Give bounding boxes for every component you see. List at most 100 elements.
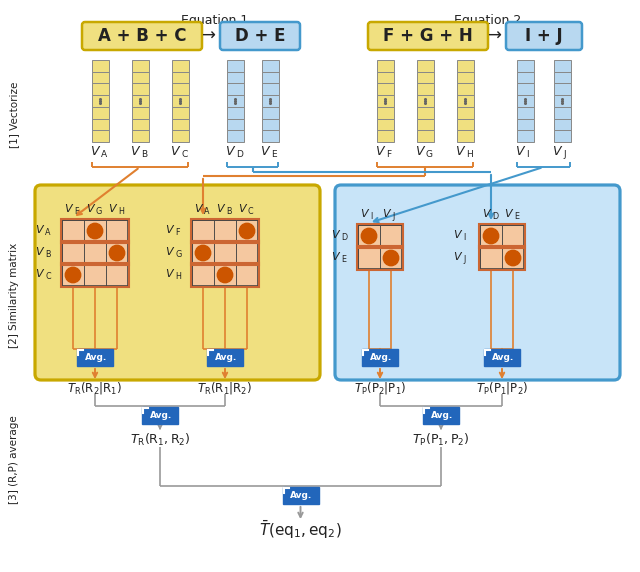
- Bar: [62, 220, 128, 242]
- Text: V: V: [376, 145, 384, 158]
- Bar: [456, 72, 474, 84]
- Bar: [376, 107, 394, 118]
- Bar: [62, 264, 84, 286]
- Bar: [92, 84, 109, 95]
- Bar: [227, 84, 243, 95]
- Bar: [131, 130, 148, 142]
- Text: V: V: [483, 209, 490, 219]
- Text: V: V: [90, 145, 99, 158]
- Text: C: C: [181, 150, 188, 159]
- Bar: [192, 264, 214, 286]
- Text: V: V: [360, 209, 368, 219]
- Bar: [192, 220, 258, 286]
- Bar: [131, 60, 148, 72]
- Text: V: V: [260, 145, 269, 158]
- Bar: [172, 118, 189, 130]
- Text: V: V: [504, 209, 512, 219]
- Text: I: I: [370, 212, 372, 221]
- Text: V: V: [165, 247, 173, 257]
- Text: H: H: [118, 207, 124, 216]
- Text: F + G + H: F + G + H: [383, 27, 473, 45]
- Text: D: D: [492, 212, 498, 221]
- Bar: [262, 107, 278, 118]
- Bar: [479, 224, 525, 248]
- Bar: [456, 60, 474, 72]
- Bar: [554, 107, 570, 118]
- Text: J: J: [563, 150, 566, 159]
- Text: Avg.: Avg.: [291, 491, 312, 499]
- Text: V: V: [108, 204, 116, 214]
- Text: V: V: [165, 269, 173, 279]
- Text: V: V: [332, 230, 339, 240]
- Bar: [227, 95, 243, 107]
- Text: E: E: [341, 255, 346, 264]
- Bar: [554, 84, 570, 95]
- Bar: [236, 220, 258, 242]
- Text: V: V: [131, 145, 139, 158]
- Bar: [192, 242, 214, 264]
- Text: V: V: [382, 209, 390, 219]
- Text: V: V: [35, 269, 43, 279]
- Bar: [214, 242, 236, 264]
- Text: V: V: [216, 204, 224, 214]
- Circle shape: [65, 267, 81, 283]
- Bar: [131, 118, 148, 130]
- Bar: [131, 84, 148, 95]
- Bar: [227, 130, 243, 142]
- Bar: [358, 225, 402, 269]
- Bar: [358, 225, 380, 247]
- Text: V: V: [170, 145, 179, 158]
- Bar: [131, 107, 148, 118]
- Bar: [554, 118, 570, 130]
- Text: G: G: [175, 250, 181, 259]
- Bar: [480, 247, 524, 269]
- Bar: [227, 60, 243, 72]
- Circle shape: [483, 228, 499, 244]
- Text: H: H: [466, 150, 473, 159]
- Text: I: I: [463, 233, 465, 242]
- Bar: [192, 220, 258, 286]
- Bar: [480, 225, 524, 269]
- Bar: [456, 107, 474, 118]
- Bar: [480, 225, 524, 269]
- Bar: [516, 72, 534, 84]
- Bar: [376, 130, 394, 142]
- Bar: [516, 95, 534, 107]
- Text: $T_\mathrm{R}(\mathrm{R}_1|\mathrm{R}_2)$: $T_\mathrm{R}(\mathrm{R}_1|\mathrm{R}_2)…: [197, 380, 253, 396]
- Text: C: C: [45, 272, 51, 281]
- FancyBboxPatch shape: [82, 22, 202, 50]
- Bar: [92, 118, 109, 130]
- Bar: [456, 118, 474, 130]
- Bar: [62, 220, 128, 286]
- Bar: [417, 118, 433, 130]
- Text: V: V: [415, 145, 424, 158]
- FancyBboxPatch shape: [335, 185, 620, 380]
- Text: D: D: [341, 233, 347, 242]
- Bar: [61, 219, 129, 243]
- Bar: [172, 60, 189, 72]
- Bar: [502, 247, 524, 269]
- Bar: [480, 225, 502, 247]
- Bar: [84, 242, 106, 264]
- Bar: [484, 348, 520, 366]
- Text: $T_\mathrm{P}(\mathrm{P}_1|\mathrm{P}_2)$: $T_\mathrm{P}(\mathrm{P}_1|\mathrm{P}_2)…: [476, 380, 528, 396]
- Text: $\bar{T}(\mathrm{eq}_1, \mathrm{eq}_2)$: $\bar{T}(\mathrm{eq}_1, \mathrm{eq}_2)$: [259, 519, 342, 541]
- Text: →: →: [487, 27, 501, 45]
- Text: F: F: [74, 207, 79, 216]
- Circle shape: [109, 245, 125, 261]
- Bar: [554, 130, 570, 142]
- Text: $T_\mathrm{R}(\mathrm{R}_1, \mathrm{R}_2)$: $T_\mathrm{R}(\mathrm{R}_1, \mathrm{R}_2…: [130, 432, 190, 448]
- Circle shape: [506, 251, 521, 266]
- Text: V: V: [238, 204, 246, 214]
- Text: B: B: [141, 150, 147, 159]
- Text: V: V: [453, 252, 461, 262]
- Text: V: V: [86, 204, 94, 214]
- Text: F: F: [175, 228, 179, 237]
- Bar: [516, 84, 534, 95]
- Bar: [191, 263, 259, 287]
- Text: Avg.: Avg.: [85, 352, 107, 362]
- Text: C: C: [248, 207, 253, 216]
- Text: Avg.: Avg.: [370, 352, 392, 362]
- Circle shape: [218, 267, 233, 283]
- Bar: [358, 225, 402, 269]
